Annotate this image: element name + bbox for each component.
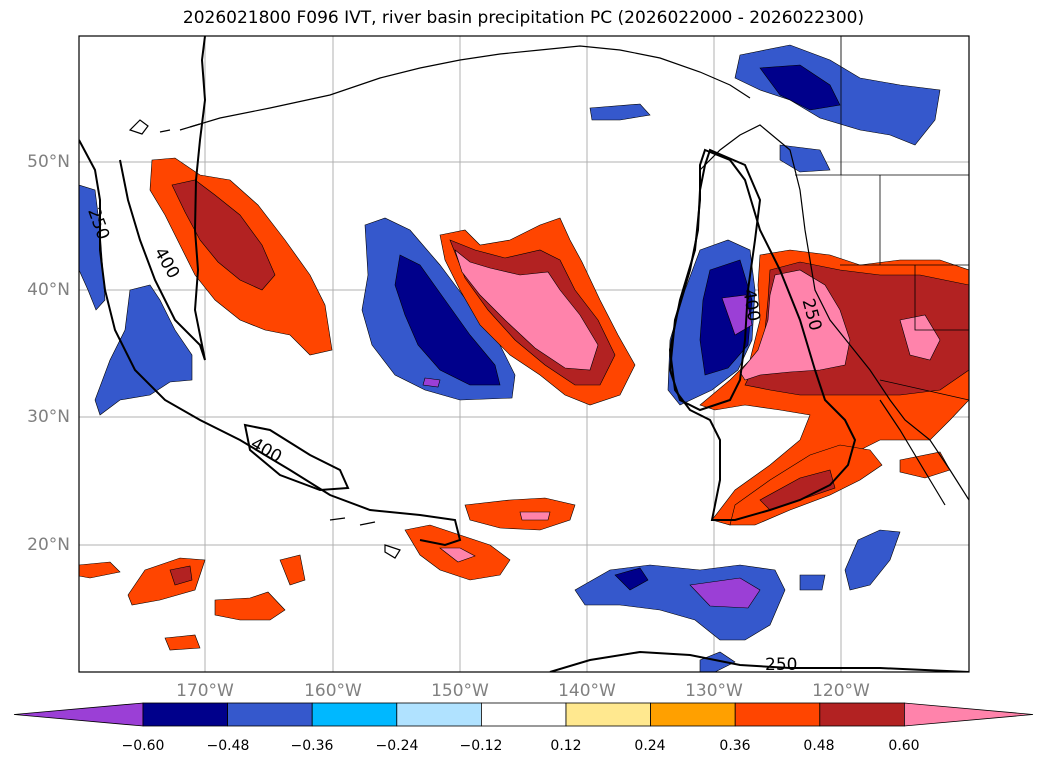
colorbar-tick-label: −0.12 [459,738,503,754]
pnw-blue-patch [779,144,831,173]
lon-tick-label: 130°W [685,681,743,701]
colorbar-segment [227,702,313,727]
west-blue-patch [79,184,106,311]
sw-red-patch-2 [214,591,286,621]
colorbar-segment [480,702,567,727]
lon-tick-label: 170°W [176,681,234,701]
coast-pink-patch [739,269,851,381]
lon-tick-label: 150°W [431,681,489,701]
lon-tick-label: 140°W [558,681,616,701]
colorbar-segment [565,702,651,727]
colorbar-segment [650,702,736,727]
aleutian-islands [128,119,201,135]
se-blue-patch [844,529,901,591]
colorbar-extend-max [904,702,1034,727]
negative-pc-regions [79,44,941,672]
lon-tick-label: 120°W [812,681,870,701]
sw-red-patch-5 [164,634,201,651]
west-darkred-patch [171,179,276,291]
hawaii-islands [329,517,401,559]
colorbar-tick-label: 0.24 [634,738,666,754]
lat-tick-label: 20°N [27,535,70,555]
colorbar-tick-label: −0.36 [290,738,334,754]
contour-400-west [119,36,207,361]
colorbar-tick-label: −0.48 [206,738,250,754]
colorbar-tick-label: −0.60 [121,738,165,754]
colorbar-tick-label: 0.12 [550,738,582,754]
contour-label: 250 [765,655,797,675]
south-purple-patch [689,577,761,609]
colorbar [13,702,1034,727]
west-blue-patch-2 [94,284,193,416]
se-blue-patch-2 [799,574,826,591]
colorbar-tick-label: −0.24 [375,738,419,754]
lat-tick-label: 30°N [27,407,70,427]
colorbar-segment [396,702,482,727]
sw-darkred-1 [169,565,193,586]
contour-250-east [668,148,857,521]
east-red-small [899,451,951,479]
alaska-coast [179,45,751,131]
contour-250-south [549,650,969,672]
colorbar-tick-label: 0.36 [719,738,751,754]
lat-tick-label: 40°N [27,280,70,300]
coast-purple-patch [721,294,753,336]
sw-red-patch-4 [79,561,121,579]
south-navy-patch [614,567,649,591]
north-america-coast [699,124,969,501]
east-hawaii-red [464,497,576,531]
map-title: 2026021800 F096 IVT, river basin precipi… [182,8,865,28]
central-navy-patch [394,254,501,386]
colorbar-segment [142,702,228,727]
lat-tick-label: 50°N [27,152,70,172]
positive-pc-regions [79,157,969,651]
ivt-contours [79,36,969,672]
borders [795,36,969,401]
colorbar-segment [311,702,398,727]
map-border [78,35,970,673]
central-pink-patch [454,249,599,371]
coast-pink-patch-2 [899,314,941,361]
colorbar-segment [734,702,821,727]
alaska-navy-patch [759,64,841,111]
gulf-blue-patch [589,103,651,121]
hawaii-pink-patch [439,547,476,563]
contour-250-west [79,139,462,547]
colorbar-tick-label: 0.48 [803,738,835,754]
lon-tick-label: 160°W [304,681,362,701]
colorbar-extend-min [13,702,144,727]
coastlines [128,45,969,559]
colorbar-segment [819,702,905,727]
baja-coast [879,399,946,506]
se-blue-patch-3 [699,651,736,672]
contour-400-loop [243,423,350,492]
central-purple-patch [422,377,441,388]
coast-navy-patch [699,259,753,376]
sw-red-patch-3 [279,554,306,586]
east-hawaii-pink [519,511,551,521]
colorbar-tick-label: 0.60 [888,738,920,754]
